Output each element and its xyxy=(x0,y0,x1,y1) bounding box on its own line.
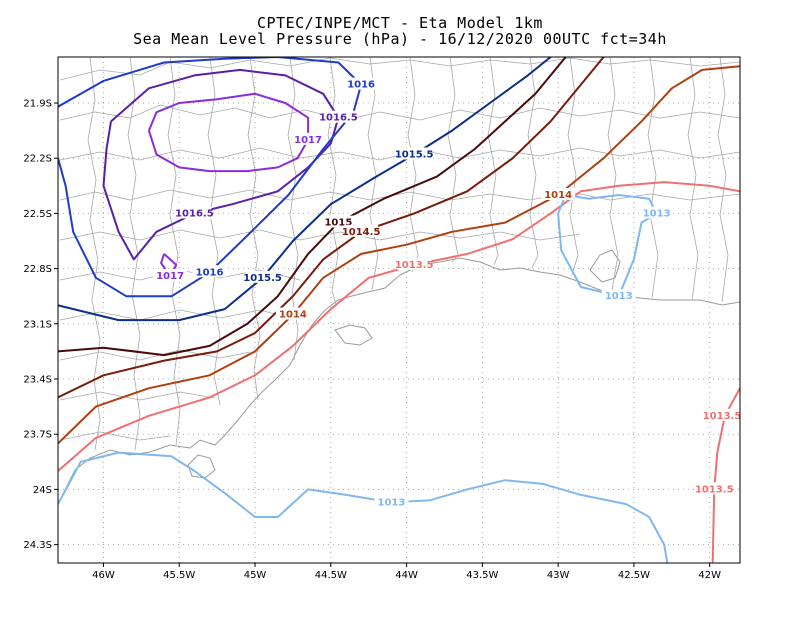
isobar-label-bg xyxy=(321,110,356,123)
isobar-1014 xyxy=(58,65,740,445)
isobar-label: 1013.5 xyxy=(695,484,734,495)
island-sao-sebastiao xyxy=(187,454,216,479)
isobar-label-bg xyxy=(192,265,227,278)
isobar-1013 xyxy=(557,194,658,298)
isobar-labels: 1017 1017 1016.5 1016.5 1016 1016 1015.5 1015.5… xyxy=(153,77,742,508)
lat-tick-label: 22.5S xyxy=(23,209,52,220)
isobar-label-bg xyxy=(177,206,212,219)
map-title-line2: Sea Mean Level Pressure (hPa) - 16/12/20… xyxy=(133,30,667,48)
isobar-label-bg xyxy=(291,132,326,145)
isobar-1015 xyxy=(58,57,567,357)
isobar-label-bg xyxy=(397,257,432,270)
isobar-label: 1016.5 xyxy=(175,208,214,219)
municipal-boundaries xyxy=(59,57,740,501)
isobar-label-bg xyxy=(153,268,188,281)
isobar-label-bg xyxy=(705,408,739,421)
isobars xyxy=(58,57,740,563)
isobar-label-bg xyxy=(397,147,432,160)
isobar-label: 1017 xyxy=(156,271,184,282)
lat-tick-label: 21.9S xyxy=(23,99,52,110)
isobar-label: 1013 xyxy=(605,291,633,302)
lat-tick-label: 24.3S xyxy=(23,540,52,551)
graticule xyxy=(58,57,740,563)
isobar-label-bg xyxy=(541,188,576,200)
isobar-label-bg xyxy=(344,224,379,237)
lat-tick-label: 22.8S xyxy=(23,264,52,275)
lon-tick-label: 44W xyxy=(395,570,418,581)
lat-tick-label: 24S xyxy=(33,485,52,496)
isobar-label: 1013 xyxy=(643,208,671,219)
lat-tick-label: 23.7S xyxy=(23,430,52,441)
isobar-1013-5 xyxy=(711,387,740,563)
isobar-label: 1014 xyxy=(544,190,572,201)
isobar-label: 1013.5 xyxy=(703,411,742,422)
lat-tick-label: 22.2S xyxy=(23,154,52,165)
isobar-1013 xyxy=(58,451,669,563)
isobar-1016 xyxy=(58,57,363,298)
isobar-label: 1017 xyxy=(294,135,322,146)
isobar-1015-5 xyxy=(58,57,552,322)
lon-tick-label: 46W xyxy=(92,570,115,581)
lon-tick-label: 42.5W xyxy=(618,570,650,581)
isobar-1014-5 xyxy=(58,57,605,399)
isobar-label-bg xyxy=(697,482,732,495)
axis-ticks: 46W 45.5W 45W 44.5W 44W 43.5W 43W 42.5W 42W 21.9S… xyxy=(23,99,721,582)
lon-tick-label: 43W xyxy=(547,570,570,581)
isobar-1013-5 xyxy=(58,181,740,472)
lon-tick-label: 45W xyxy=(244,570,267,581)
lon-tick-label: 43.5W xyxy=(466,570,498,581)
isobar-label-bg xyxy=(601,289,636,302)
isobar-label: 1016 xyxy=(196,267,224,278)
guanabara-bay xyxy=(589,249,621,283)
isobar-label-bg xyxy=(321,215,356,228)
isobar-label: 1016.5 xyxy=(319,113,358,124)
lat-tick-label: 23.4S xyxy=(23,375,52,386)
isobar-label-bg xyxy=(374,495,409,508)
isobar-label: 1014.5 xyxy=(342,227,381,238)
lat-tick-label: 23.1S xyxy=(23,319,52,330)
isobar-1016-5 xyxy=(102,68,340,261)
map-frame xyxy=(57,56,741,564)
isobar-label: 1014 xyxy=(279,310,307,321)
isobar-label: 1015.5 xyxy=(395,150,434,161)
lon-tick-label: 42W xyxy=(698,570,721,581)
island-ilha-grande xyxy=(334,324,373,346)
isobar-label: 1013 xyxy=(378,497,406,508)
isobar-label-bg xyxy=(275,307,310,320)
map-title-line1: CPTEC/INPE/MCT - Eta Model 1km xyxy=(257,14,543,32)
isobar-label: 1013.5 xyxy=(395,260,434,271)
lon-tick-label: 45.5W xyxy=(163,570,195,581)
isobar-label: 1015.5 xyxy=(243,273,282,284)
isobar-label-bg xyxy=(245,270,280,283)
isobar-label-bg xyxy=(639,206,674,219)
isobar-label: 1015 xyxy=(324,218,352,229)
isobar-label-bg xyxy=(344,77,379,90)
isobar-label: 1016 xyxy=(347,80,375,91)
lon-tick-label: 44.5W xyxy=(315,570,347,581)
